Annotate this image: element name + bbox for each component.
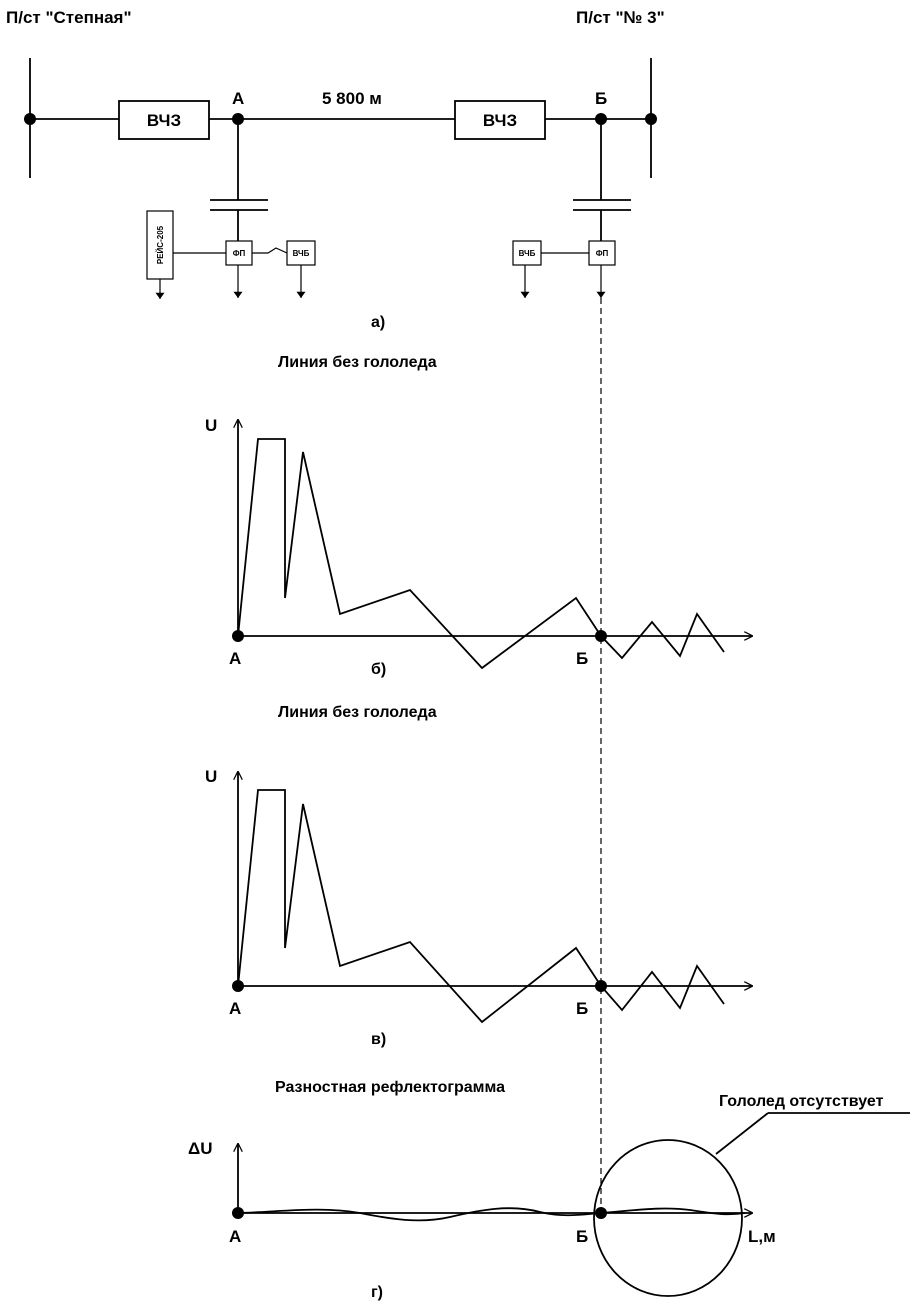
switch-left-link [252,247,288,254]
trap-left-box [118,100,210,140]
node-a-label: А [232,89,244,108]
panel-b: Линия без гололеда U А Б б) [205,354,752,678]
node-right-bus [645,113,657,125]
hf-right-box [512,240,542,266]
distance-label: 5 800 м [322,89,382,108]
hf-right-label: ВЧБ [519,249,536,258]
caption-v: в) [371,1031,386,1048]
panel-g-difference-trace [237,1207,746,1222]
hf-left-label: ВЧБ [293,249,310,258]
panel-v-trace [237,789,725,1024]
annotation-label: Гололед отсутствует [719,1093,884,1110]
panel-v: Линия без гололеда U А Б в) [205,704,752,1048]
panel-b-title: Линия без гололеда [278,354,437,371]
panel-g: Разностная рефлектограмма ΔU А Б L,м Гол… [188,1079,910,1301]
trap-left-label: ВЧЗ [147,111,181,130]
panel-g-title: Разностная рефлектограмма [275,1079,505,1096]
caption-g: г) [371,1284,383,1301]
node-b-label: Б [595,89,607,108]
panel-g-x-axis-label: L,м [748,1227,776,1246]
reflectometer-label: РЕЙС-205 [156,225,165,264]
substation-right-label: П/ст "№ 3" [576,8,665,27]
panel-g-y-axis-label: ΔU [188,1139,213,1158]
panel-b-point-a [232,630,244,642]
node-left-bus [24,113,36,125]
panel-b-start-label: А [229,649,241,668]
panel-b-trace [237,438,725,670]
panel-g-point-b [595,1207,607,1219]
caption-b: б) [371,661,386,678]
panel-v-start-label: А [229,999,241,1018]
annotation-leader [715,1112,769,1155]
panel-g-start-label: А [229,1227,241,1246]
substation-left-label: П/ст "Степная" [6,8,132,27]
panel-v-end-label: Б [576,999,588,1018]
schematic: П/ст "Степная" П/ст "№ 3" ВЧЗ ВЧЗ А Б 5 … [6,8,665,331]
panel-v-point-b [595,980,607,992]
panel-g-end-label: Б [576,1227,588,1246]
trap-right-box [454,100,546,140]
highlight-circle [593,1139,743,1297]
panel-g-point-a [232,1207,244,1219]
trap-right-label: ВЧЗ [483,111,517,130]
caption-a: а) [371,314,385,331]
panel-v-y-axis-label: U [205,767,217,786]
panel-v-point-a [232,980,244,992]
panel-b-y-axis-label: U [205,416,217,435]
panel-b-point-b [595,630,607,642]
filter-left-label: ФП [233,249,246,258]
filter-right-label: ФП [596,249,609,258]
panel-v-title: Линия без гололеда [278,704,437,721]
panel-b-end-label: Б [576,649,588,668]
